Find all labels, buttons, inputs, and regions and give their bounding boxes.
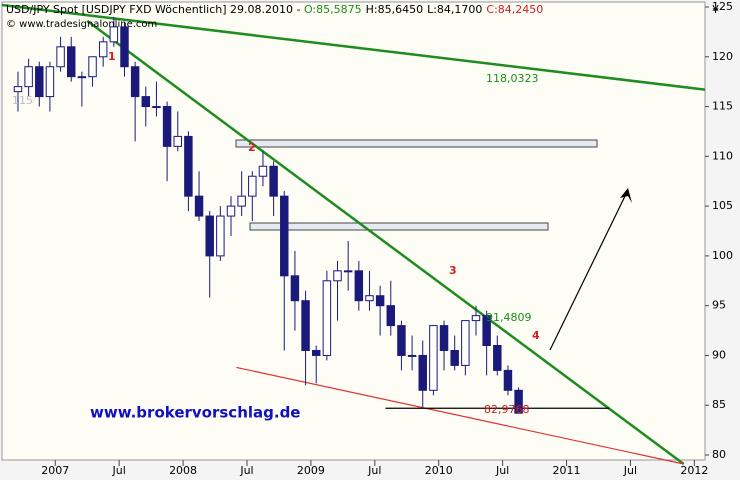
candle-body — [322, 280, 332, 356]
x-tick-label: Jul — [623, 464, 637, 477]
candle-body — [450, 349, 459, 366]
candle-body — [248, 175, 257, 197]
y-tick-label: 85 — [712, 398, 726, 411]
y-tick-label: 110 — [712, 149, 733, 162]
marks — [1, 3, 706, 465]
candle-body — [493, 345, 502, 371]
candle-body — [471, 315, 481, 322]
x-tick-label: 2011 — [553, 464, 581, 477]
resistance-box — [249, 222, 549, 231]
candle-body — [397, 325, 406, 356]
candle-body — [162, 106, 172, 147]
candle-body — [333, 270, 342, 282]
candle-body — [205, 215, 214, 257]
candle-body — [407, 354, 417, 357]
y-label: ¥ — [712, 3, 719, 16]
header-high: H:85,6450 — [366, 3, 423, 16]
candle-body — [56, 46, 65, 68]
candle-body — [67, 46, 76, 78]
candle-body — [354, 270, 364, 302]
annotation: 82,9768 — [484, 403, 530, 416]
candle-body — [258, 165, 268, 177]
header-label: USD/JPY Spot [USDJPY FXD Wöchentlich] 29… — [6, 3, 304, 16]
watermark: www.brokervorschlag.de — [90, 404, 300, 422]
candle-body — [482, 315, 491, 346]
candle-body — [514, 389, 523, 414]
candle-body — [461, 320, 470, 366]
trendline — [86, 19, 685, 465]
candle-body — [184, 135, 193, 197]
x-tick-label: 2009 — [297, 464, 325, 477]
candle-body — [120, 26, 129, 68]
candle-body — [365, 295, 374, 302]
x-tick-label: Jul — [112, 464, 126, 477]
source: © www.tradesignalonline.com — [6, 19, 157, 30]
x-tick-label: Jul — [239, 464, 253, 477]
candle-body — [141, 96, 151, 108]
candle-body — [269, 165, 278, 197]
y-tick-label: 105 — [712, 199, 733, 212]
candle-body — [24, 66, 33, 88]
x-tick-label: 2008 — [169, 464, 197, 477]
header: USD/JPY Spot [USDJPY FXD Wöchentlich] 29… — [6, 3, 543, 16]
annotation: 91,4809 — [486, 311, 532, 324]
arrow — [549, 189, 629, 351]
arrow-head — [620, 188, 632, 203]
candle-body — [35, 66, 44, 98]
candle-body — [226, 205, 236, 217]
annotation: 3 — [449, 264, 457, 277]
candle-body — [311, 349, 321, 356]
candle-body — [152, 106, 161, 109]
x-tick-label: Jul — [367, 464, 381, 477]
annotation: 118,0323 — [486, 72, 539, 85]
x-tick-label: 2012 — [680, 464, 708, 477]
plot-area — [1, 1, 706, 461]
candle-body — [98, 41, 108, 58]
annotation: 4 — [532, 329, 540, 342]
candle-body — [77, 76, 87, 79]
annotation: 2 — [248, 141, 256, 154]
header-low: L:84,1700 — [427, 3, 482, 16]
candle-body — [343, 270, 353, 273]
header-close: C:84,2450 — [486, 3, 543, 16]
candle-body — [375, 295, 385, 307]
annotation: 115 — [12, 94, 33, 107]
y-tick-label: 125 — [712, 0, 733, 13]
y-tick-label: 120 — [712, 50, 733, 63]
annotation: 1 — [108, 50, 116, 63]
candle-body — [13, 86, 23, 93]
y-tick-label: 90 — [712, 348, 726, 361]
y-tick-label: 80 — [712, 448, 726, 461]
trendline — [1, 3, 706, 91]
candle-body — [290, 275, 300, 302]
x-tick-label: 2010 — [425, 464, 453, 477]
candle-body — [88, 56, 97, 78]
candle-body — [194, 195, 204, 217]
resistance-box — [235, 139, 598, 148]
candle-body — [439, 325, 449, 351]
y-tick-label: 100 — [712, 249, 733, 262]
candle-body — [386, 305, 396, 327]
candle-body — [418, 354, 427, 391]
x-tick-label: 2007 — [41, 464, 69, 477]
header-open: O:85,5875 — [304, 3, 362, 16]
candle-body — [45, 66, 55, 98]
candle-body — [280, 195, 289, 277]
candle-body — [109, 26, 119, 43]
candle-body — [130, 66, 140, 98]
candle-body — [216, 215, 225, 257]
x-tick-label: Jul — [495, 464, 509, 477]
candle-body — [429, 325, 438, 391]
candle-body — [503, 369, 513, 391]
candle-body — [301, 300, 310, 351]
trendline — [236, 366, 684, 465]
candle-body — [173, 135, 182, 147]
candle-body — [237, 195, 246, 207]
y-tick-label: 115 — [712, 100, 733, 113]
y-tick-label: 95 — [712, 299, 726, 312]
